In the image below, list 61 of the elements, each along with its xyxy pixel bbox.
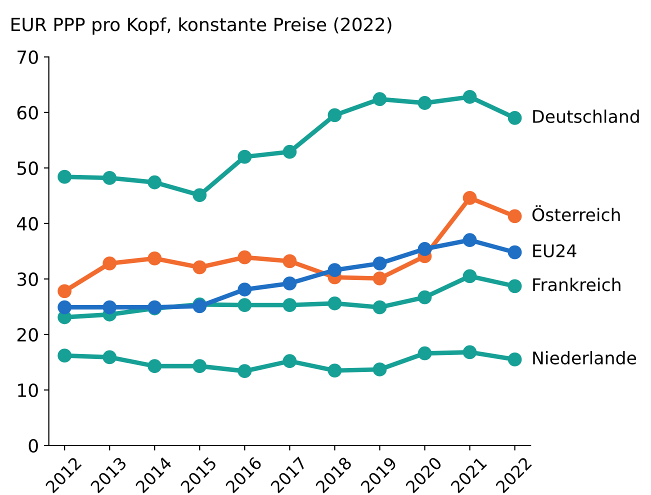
point	[238, 250, 252, 264]
point	[238, 150, 252, 164]
y-tick-label: 60	[17, 106, 38, 120]
y-tick-label: 30	[18, 272, 38, 286]
point	[328, 296, 342, 310]
point	[508, 111, 522, 125]
chart-title: EUR PPP pro Kopf, konstante Preise (2022)	[12, 17, 392, 35]
y-tick-label: 40	[17, 216, 38, 231]
point	[102, 256, 117, 270]
series-label: Österreich	[532, 205, 620, 222]
point	[148, 251, 162, 266]
point	[192, 260, 207, 274]
point	[238, 298, 252, 312]
y-tick-label: 10	[18, 383, 38, 398]
point	[462, 345, 477, 360]
point	[418, 290, 432, 304]
point	[58, 284, 72, 298]
point	[462, 190, 477, 205]
point	[372, 271, 387, 286]
point	[462, 269, 477, 284]
point	[418, 346, 432, 360]
point	[282, 144, 297, 159]
point	[462, 90, 477, 104]
point	[148, 359, 162, 374]
point	[282, 276, 297, 290]
point	[418, 96, 432, 110]
point	[372, 256, 387, 270]
y-tick-label: 70	[18, 50, 38, 64]
point	[192, 359, 207, 374]
point	[372, 92, 387, 106]
point	[372, 362, 387, 376]
series-label: Deutschland	[533, 110, 639, 124]
point	[58, 348, 72, 363]
point	[282, 254, 297, 268]
series-label: EU24	[533, 244, 576, 258]
point	[508, 279, 522, 294]
point	[102, 170, 117, 185]
point	[418, 242, 432, 256]
point	[282, 298, 297, 312]
point	[282, 354, 297, 368]
point	[58, 170, 72, 184]
point	[238, 282, 252, 296]
y-tick-label: 50	[18, 161, 38, 176]
point	[508, 209, 522, 224]
point	[192, 188, 207, 202]
point	[508, 245, 522, 260]
point	[102, 350, 117, 364]
point	[462, 233, 477, 248]
point	[328, 108, 342, 122]
point	[328, 364, 342, 378]
point	[58, 300, 72, 314]
point	[508, 352, 522, 366]
point	[148, 175, 162, 190]
point	[372, 300, 387, 314]
point	[238, 364, 252, 378]
point	[102, 300, 117, 314]
series-label: Niederlande	[533, 351, 636, 364]
y-tick-label: 20	[17, 328, 38, 342]
series-label: Frankreich	[533, 278, 620, 292]
point	[328, 263, 342, 278]
y-tick-label: 0	[28, 438, 38, 453]
